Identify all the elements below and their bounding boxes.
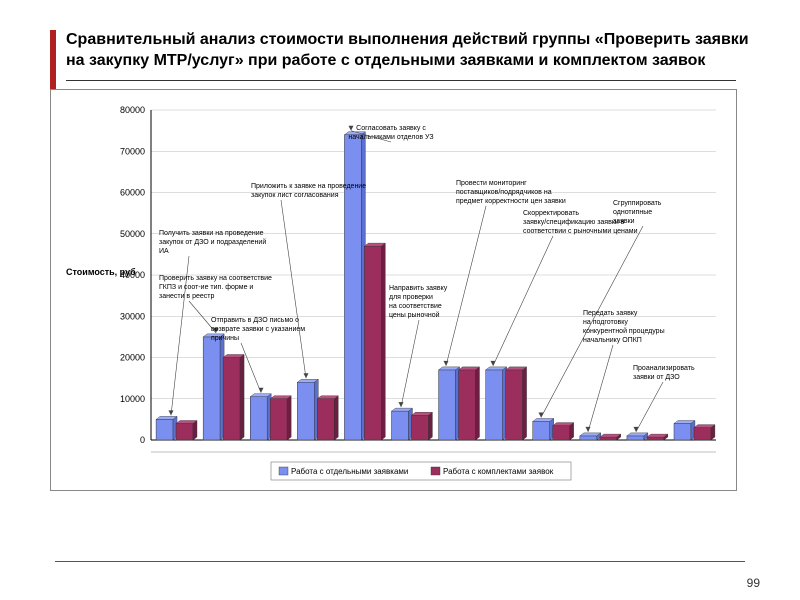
slide-root: Сравнительный анализ стоимости выполнени… (0, 0, 800, 600)
page-title: Сравнительный анализ стоимости выполнени… (66, 30, 750, 72)
bar-series-a (627, 435, 644, 439)
annotation-label: Проанализироватьзаявки от ДЗО (633, 365, 695, 381)
svg-text:0: 0 (140, 435, 145, 445)
annotation-leader (493, 236, 553, 366)
bar-series-b (223, 357, 240, 440)
svg-text:70000: 70000 (120, 146, 145, 156)
annotation-label: Получить заявки на проведениезакупок от … (159, 230, 266, 255)
svg-text:10000: 10000 (120, 393, 145, 403)
annotation-label: Отправить в ДЗО письмо овозврате заявки … (211, 317, 305, 342)
annotation-leader (588, 345, 613, 432)
bar-series-b (553, 425, 570, 439)
bar-series-a (344, 134, 361, 439)
svg-text:20000: 20000 (120, 352, 145, 362)
annotation-label: Направить заявкудля проверкина соответст… (389, 285, 448, 319)
annotation-leader (636, 382, 663, 432)
bar-series-a (486, 369, 503, 439)
svg-text:80000: 80000 (120, 105, 145, 115)
bar-series-b (270, 398, 287, 439)
svg-text:50000: 50000 (120, 228, 145, 238)
bar-series-b (506, 369, 523, 439)
title-divider (66, 80, 736, 81)
bar-series-a (580, 435, 597, 439)
svg-text:30000: 30000 (120, 311, 145, 321)
annotation-leader (401, 320, 419, 407)
legend-label: Работа с комплектами заявок (443, 467, 554, 476)
page-number: 99 (747, 576, 760, 590)
bar-series-b (694, 427, 711, 439)
bar-series-a (250, 396, 267, 439)
bar-series-b (647, 437, 664, 440)
legend-swatch (279, 467, 288, 475)
bar-series-a (156, 419, 173, 440)
legend-swatch (431, 467, 440, 475)
annotation-label: Провести мониторингпоставщиков/подрядчик… (456, 180, 566, 205)
svg-text:Стоимость, руб: Стоимость, руб (66, 267, 136, 277)
bar-series-a (392, 411, 409, 440)
bar-series-a (674, 423, 691, 440)
annotation-leader (281, 200, 306, 378)
legend-label: Работа с отдельными заявками (291, 467, 408, 476)
bar-series-b (459, 369, 476, 439)
bar-series-a (439, 369, 456, 439)
bar-series-b (176, 423, 193, 440)
chart-container: 0100002000030000400005000060000700008000… (50, 89, 737, 491)
bar-series-b (411, 415, 428, 440)
bar-chart: 0100002000030000400005000060000700008000… (51, 90, 736, 490)
annotation-label: Передать заявкуна подготовкуконкурентной… (583, 310, 665, 344)
bar-series-b (600, 437, 617, 440)
annotation-label: Проверить заявку на соответствиеГКПЗ и с… (159, 275, 272, 300)
bar-series-b (317, 398, 334, 439)
bar-series-a (203, 336, 220, 439)
annotation-leader (446, 206, 486, 366)
bar-series-b (364, 246, 381, 440)
bar-series-a (533, 421, 550, 440)
annotation-label: Сгруппироватьоднотипныезаявки (613, 200, 662, 225)
svg-text:60000: 60000 (120, 187, 145, 197)
bottom-divider (55, 561, 745, 562)
bar-series-a (297, 382, 314, 440)
